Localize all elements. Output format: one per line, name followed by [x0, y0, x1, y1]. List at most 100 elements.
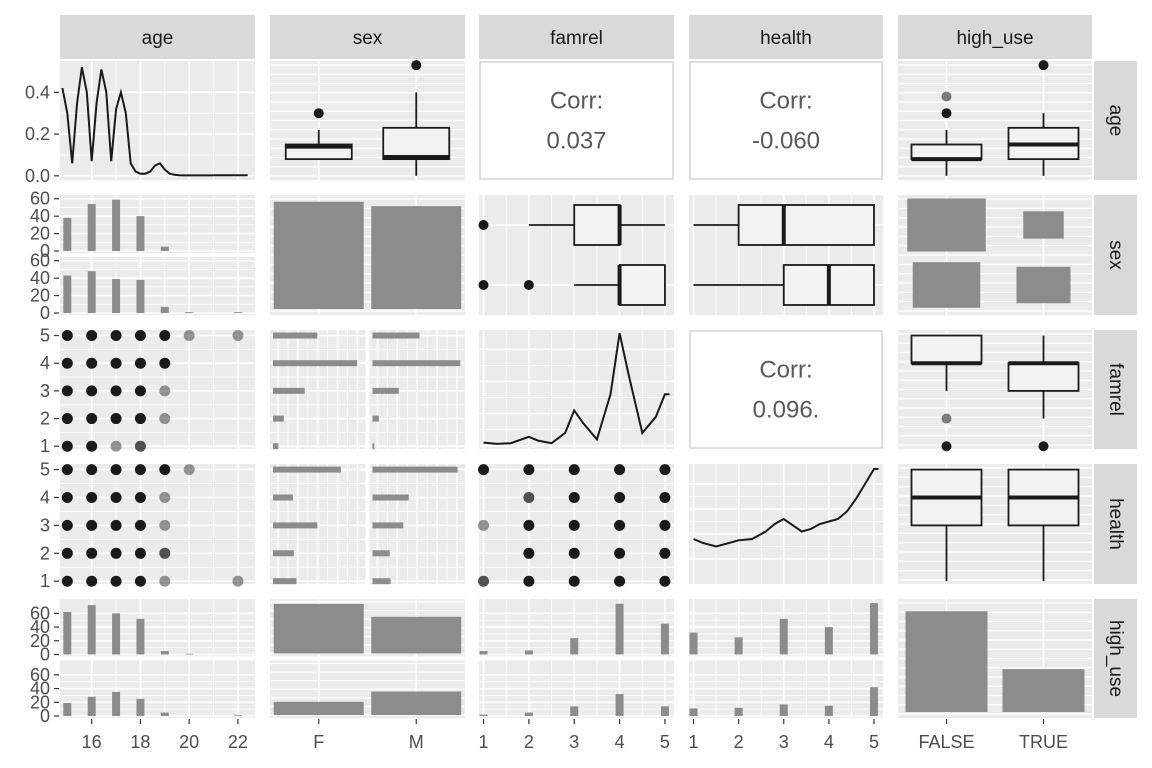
scatter-point [86, 491, 98, 503]
column-strips: age sex famrel health high_use [60, 15, 1092, 59]
scatter-point [110, 440, 122, 452]
panel-high-use-age [60, 599, 255, 718]
histogram-bar [185, 653, 194, 655]
x-tick-label: 2 [524, 732, 534, 752]
histogram-bar [615, 694, 624, 716]
scatter-point [61, 440, 73, 452]
y-tick-label: 5 [40, 326, 50, 346]
scatter-point [183, 464, 195, 476]
x-tick-label: 5 [660, 732, 670, 752]
panel-high-use-high-use [898, 599, 1092, 718]
column-strip-label: health [760, 28, 812, 49]
x-tick-label: 3 [569, 732, 579, 752]
bar-M [371, 206, 462, 309]
panel-high-use-sex [270, 599, 465, 718]
y-tick-label: 60 [30, 189, 50, 209]
correlation-panel: Corr: -0.060 [689, 61, 883, 180]
panel-famrel-age [60, 330, 255, 452]
box-outlier [941, 108, 952, 119]
scatter-point [523, 547, 535, 559]
histogram-bar [112, 279, 121, 313]
bar-F-1 [273, 443, 279, 450]
histogram-bar [136, 216, 145, 251]
bar-FALSE-F [273, 603, 364, 654]
column-strip [479, 15, 674, 59]
boxplot-FALSE [910, 91, 983, 176]
y-tick-label: 40 [30, 679, 50, 699]
row-strip-label: high_use [1105, 620, 1126, 697]
row-strip [1094, 330, 1137, 449]
histogram-bar [136, 698, 145, 716]
bar-TRUE-M [371, 691, 462, 715]
histogram-bar [570, 706, 579, 716]
boxplot-M [382, 60, 451, 176]
box-outlier [941, 441, 952, 452]
bar-FALSE-M [371, 616, 462, 654]
scatter-point [568, 575, 580, 587]
scatter-point [110, 330, 122, 342]
histogram-bar [136, 279, 145, 313]
histogram-bar [112, 691, 121, 716]
y-tick-label: 0.4 [25, 82, 50, 102]
histogram-bar [160, 246, 169, 251]
scatter-point [134, 464, 146, 476]
bar-M-1 [372, 578, 391, 585]
x-tick-label: M [409, 732, 424, 752]
bar-M-1 [372, 443, 375, 450]
scatter-point [86, 413, 98, 425]
y-tick-label: 2 [40, 543, 50, 563]
bar-F [273, 201, 364, 309]
bar-M-2 [372, 415, 379, 422]
scatter-point [110, 385, 122, 397]
y-tick-label: 40 [30, 268, 50, 288]
density-line [61, 67, 248, 177]
scatter-point [614, 464, 626, 476]
panel-sex-famrel [478, 195, 674, 315]
panel-age-age [60, 61, 255, 180]
column-strip [689, 15, 883, 59]
histogram-bar [479, 651, 488, 655]
panel-famrel-famrel [479, 330, 674, 449]
bar-F-3 [273, 522, 318, 529]
y-tick-label: 0 [40, 303, 50, 323]
correlation-frame [479, 61, 674, 180]
scatter-point [110, 357, 122, 369]
scatter-point [110, 547, 122, 559]
scatter-point [659, 464, 671, 476]
scatter-point [86, 385, 98, 397]
histogram-bar [87, 696, 96, 716]
x-tick-label: TRUE [1019, 732, 1068, 752]
panel-sex-high-use [898, 195, 1092, 315]
scatter-point [86, 547, 98, 559]
boxplot-FALSE [910, 468, 983, 582]
panel-age-high-use [898, 60, 1092, 180]
histogram-bar [524, 650, 533, 655]
correlation-panel: Corr: 0.037 [479, 61, 674, 180]
scatter-point [478, 519, 490, 531]
bar-M-4 [372, 494, 409, 501]
histogram-bar [660, 706, 669, 716]
histogram-bar [63, 702, 72, 716]
panel-famrel-sex [270, 330, 465, 450]
histogram-bar [87, 271, 96, 313]
panel-famrel-high-use [898, 330, 1092, 452]
box-body [618, 264, 666, 306]
scatter-point [159, 491, 171, 503]
boxplot-FALSE [910, 334, 983, 452]
column-strip-label: famrel [550, 28, 603, 49]
scatter-point [659, 575, 671, 587]
column-strip [60, 15, 255, 59]
tile-M-TRUE [1016, 266, 1071, 304]
y-tick-label: 3 [40, 381, 50, 401]
scatter-point [134, 330, 146, 342]
density-line [483, 332, 670, 445]
scatter-point [86, 519, 98, 531]
scatter-point [61, 491, 73, 503]
scatter-point [110, 464, 122, 476]
correlation-value: -0.060 [752, 128, 820, 155]
x-tick-label: 18 [130, 732, 150, 752]
x-tick-label: F [313, 732, 324, 752]
scatter-point [659, 519, 671, 531]
box-body [910, 143, 983, 161]
bar-M-5 [372, 332, 420, 339]
